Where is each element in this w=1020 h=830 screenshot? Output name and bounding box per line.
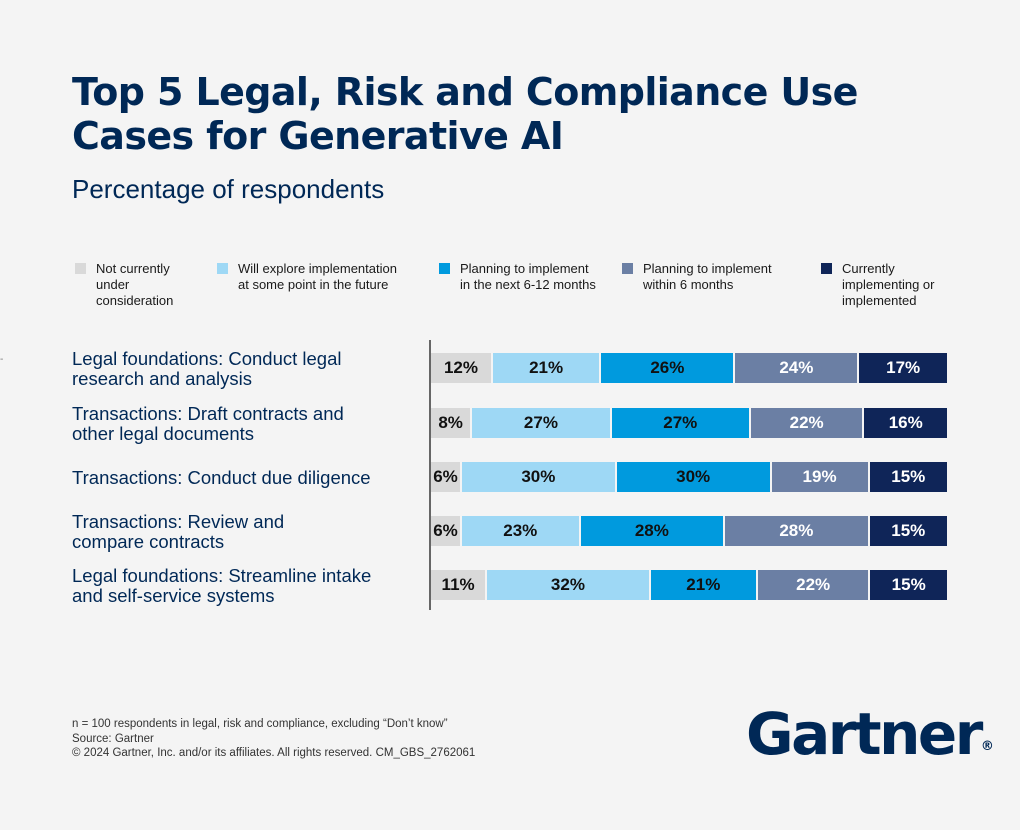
bar-value-label: 15% — [891, 467, 926, 486]
footnote: n = 100 respondents in legal, risk and c… — [72, 717, 475, 761]
legend-swatch — [439, 263, 450, 274]
bar-segment: 27% — [472, 408, 612, 438]
bar-segment: 32% — [487, 570, 651, 600]
footnote-copyright: © 2024 Gartner, Inc. and/or its affiliat… — [72, 747, 476, 759]
legend-swatch — [217, 263, 228, 274]
legend-item: Not currently under consideration — [75, 261, 173, 309]
footnote-sample-note: n = 100 respondents in legal, risk and c… — [72, 718, 448, 730]
category-label: Transactions: Conduct due diligence — [72, 468, 427, 488]
stray-mark: - — [0, 354, 4, 365]
legend-label: Not currently under consideration — [96, 261, 174, 308]
bar-segment: 22% — [750, 408, 865, 438]
bar-value-label: 6% — [433, 521, 458, 540]
bar-value-label: 22% — [789, 413, 824, 432]
footnote-source: Source: Gartner — [72, 732, 154, 745]
bar-segment: 6% — [431, 516, 462, 546]
category-label-line: Legal foundations: Conduct legal — [72, 348, 342, 369]
chart-legend: Not currently under consideration Will ex… — [75, 261, 975, 321]
bar-segment: 15% — [869, 462, 947, 492]
bar-value-label: 16% — [888, 413, 923, 432]
bar-segment: 17% — [859, 353, 947, 383]
bar-value-label: 28% — [779, 521, 814, 540]
bar-value-label: 27% — [523, 413, 558, 432]
bar-value-label: 21% — [686, 575, 721, 594]
legend-label: Will explore implementation at some poin… — [238, 261, 397, 292]
chart-axis-line — [429, 340, 431, 610]
bar-value-label: 17% — [886, 358, 921, 377]
category-label-line: research and analysis — [72, 368, 252, 389]
bar-value-label: 26% — [650, 358, 685, 377]
gartner-logo-registered-mark: ® — [980, 739, 994, 754]
bar-value-label: 30% — [676, 467, 711, 486]
category-label: Transactions: Review and compare contract… — [72, 512, 427, 552]
category-label-line: Legal foundations: Streamline intake — [72, 565, 372, 586]
bar-value-label: 11% — [441, 575, 475, 594]
bar-value-label: 12% — [443, 358, 478, 377]
legend-item: Planning to implement within 6 months — [622, 261, 772, 293]
category-label: Legal foundations: Streamline intake and … — [72, 566, 427, 606]
bar-segment: 23% — [461, 516, 581, 546]
bar-segment: 22% — [757, 570, 871, 600]
category-label-line: Transactions: Conduct due diligence — [72, 467, 371, 488]
bar-segment: 30% — [616, 462, 772, 492]
category-label-line: and self-service systems — [72, 585, 275, 606]
bar-segment: 6% — [431, 462, 462, 492]
bar-segment: 15% — [870, 570, 947, 600]
bar-value-label: 15% — [891, 575, 926, 594]
category-label: Transactions: Draft contracts and other l… — [72, 404, 427, 444]
legend-swatch — [622, 263, 633, 274]
bar-segment: 26% — [601, 353, 736, 383]
category-label-line: Transactions: Draft contracts and — [72, 403, 344, 424]
bar-segment: 16% — [864, 408, 947, 438]
bar-value-label: 30% — [521, 467, 556, 486]
bar-value-label: 15% — [891, 521, 926, 540]
bar-value-label: 21% — [529, 358, 564, 377]
bar-segment: 8% — [431, 408, 473, 438]
bar-value-label: 32% — [550, 575, 585, 594]
category-label-line: compare contracts — [72, 531, 225, 552]
bar-value-label: 22% — [796, 575, 831, 594]
category-label-line: Transactions: Review and — [72, 511, 285, 532]
bar-segment: 15% — [869, 516, 947, 546]
bar-segment: 12% — [431, 353, 493, 383]
legend-swatch — [821, 263, 832, 274]
bar-value-label: 19% — [802, 467, 837, 486]
legend-label: Planning to implement within 6 months — [643, 261, 772, 292]
bar-value-label: 23% — [503, 521, 538, 540]
category-label: Legal foundations: Conduct legal research… — [72, 349, 427, 389]
bar-segment: 21% — [492, 353, 602, 383]
bar-segment: 21% — [650, 570, 758, 600]
bar-value-label: 24% — [779, 358, 814, 377]
bar-value-label: 27% — [663, 413, 698, 432]
bar-value-label: 8% — [438, 413, 463, 432]
bar-segment: 19% — [771, 462, 870, 492]
bar-segment: 30% — [461, 462, 617, 492]
category-label-line: other legal documents — [72, 423, 255, 444]
legend-label: Planning to implement in the next 6-12 m… — [460, 261, 596, 292]
page-title: Top 5 Legal, Risk and Compliance Use Cas… — [72, 70, 858, 158]
chart-subtitle: Percentage of respondents — [72, 174, 385, 204]
legend-item: Planning to implement in the next 6-12 m… — [439, 261, 596, 293]
gartner-logo: Gartner® — [746, 700, 994, 768]
legend-item: Currently implementing or implemented — [821, 261, 935, 309]
bar-value-label: 6% — [433, 467, 458, 486]
bar-segment: 11% — [431, 570, 488, 600]
bar-segment: 24% — [735, 353, 860, 383]
legend-item: Will explore implementation at some poin… — [217, 261, 397, 293]
bar-segment: 27% — [611, 408, 751, 438]
bar-segment: 28% — [580, 516, 726, 546]
legend-swatch — [75, 263, 86, 274]
legend-label: Currently implementing or implemented — [842, 261, 935, 308]
gartner-logo-text: Gartner — [746, 700, 983, 768]
bar-segment: 28% — [725, 516, 870, 546]
bar-value-label: 28% — [634, 521, 669, 540]
